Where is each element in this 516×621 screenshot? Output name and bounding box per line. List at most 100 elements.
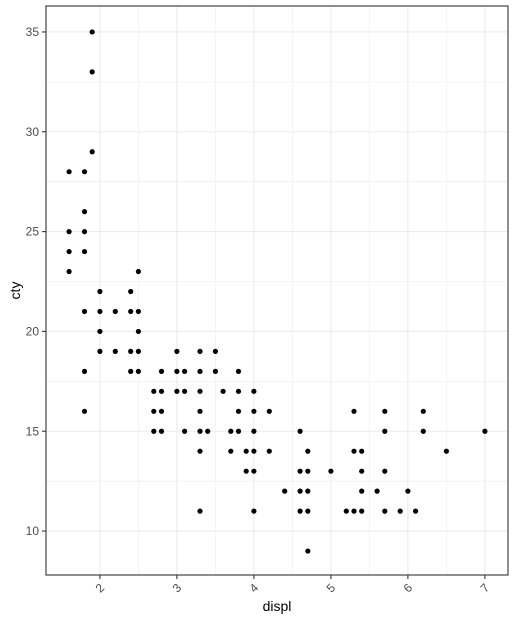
data-point xyxy=(97,348,103,354)
data-point xyxy=(251,408,257,414)
data-point xyxy=(197,408,203,414)
data-point xyxy=(135,268,141,275)
y-tick-label: 15 xyxy=(26,424,40,438)
data-point xyxy=(135,348,141,354)
data-point xyxy=(66,268,72,275)
data-point xyxy=(182,368,188,374)
data-point xyxy=(197,348,203,354)
x-axis-ticks: 2 3 4 5 6 7 xyxy=(93,575,493,595)
data-point xyxy=(97,288,103,295)
major-gridlines xyxy=(46,6,508,575)
data-point xyxy=(413,508,419,514)
data-point xyxy=(97,308,103,315)
data-point xyxy=(112,348,118,354)
data-point xyxy=(81,169,88,175)
data-point xyxy=(251,388,257,394)
data-point xyxy=(112,308,118,315)
minor-gridlines xyxy=(46,6,508,575)
x-axis-title: displ xyxy=(263,598,292,614)
data-point xyxy=(382,508,388,514)
data-point xyxy=(182,388,188,394)
data-point xyxy=(305,468,311,474)
data-point xyxy=(382,468,388,474)
data-point xyxy=(251,428,257,434)
data-point xyxy=(297,468,303,474)
data-point xyxy=(282,488,288,494)
data-point xyxy=(343,508,349,514)
y-tick-label: 20 xyxy=(26,324,40,338)
data-point xyxy=(89,149,95,155)
data-point xyxy=(97,328,103,335)
data-point xyxy=(235,368,242,374)
data-point xyxy=(235,408,242,414)
data-point xyxy=(128,288,134,295)
data-point xyxy=(382,428,388,434)
data-point xyxy=(220,388,226,394)
data-point xyxy=(89,29,95,35)
data-point xyxy=(66,229,72,235)
data-point xyxy=(266,448,272,454)
y-tick-label: 35 xyxy=(26,25,40,39)
data-point xyxy=(305,508,311,514)
data-point xyxy=(89,69,95,75)
data-point xyxy=(81,408,88,414)
data-point xyxy=(351,408,357,414)
data-point xyxy=(128,308,134,315)
data-point xyxy=(151,408,157,414)
data-point xyxy=(135,308,141,315)
x-tick-label: 5 xyxy=(324,580,339,595)
data-point xyxy=(359,468,365,474)
data-point xyxy=(297,508,303,514)
data-point xyxy=(397,508,403,514)
y-axis-title: cty xyxy=(7,282,23,300)
x-tick-label: 2 xyxy=(93,580,108,595)
data-point xyxy=(151,428,157,434)
data-point xyxy=(197,508,203,514)
data-point xyxy=(212,348,218,354)
data-point xyxy=(81,248,88,255)
y-axis-ticks: 10 15 20 25 30 35 xyxy=(26,25,46,538)
data-point xyxy=(128,348,134,354)
data-point xyxy=(420,428,426,434)
data-point xyxy=(243,468,249,474)
data-point xyxy=(81,229,88,235)
data-point xyxy=(305,488,311,494)
y-tick-label: 25 xyxy=(26,225,40,239)
data-point xyxy=(374,488,380,494)
x-tick-label: 7 xyxy=(478,580,493,595)
data-point xyxy=(158,388,165,394)
data-point xyxy=(174,348,180,354)
data-point xyxy=(212,368,218,374)
data-point xyxy=(420,408,426,414)
data-point xyxy=(81,368,88,374)
data-point xyxy=(197,368,203,374)
panel-border xyxy=(45,5,509,576)
x-tick-label: 4 xyxy=(247,580,262,595)
data-point xyxy=(382,408,388,414)
data-point xyxy=(251,508,257,514)
data-point xyxy=(228,448,234,454)
data-point xyxy=(197,388,203,394)
data-point xyxy=(174,388,180,394)
data-point xyxy=(405,488,411,494)
data-points xyxy=(66,29,488,554)
data-point xyxy=(228,428,234,434)
data-point xyxy=(66,248,72,255)
data-point xyxy=(135,368,141,374)
data-point xyxy=(243,448,249,454)
data-point xyxy=(135,328,141,335)
data-point xyxy=(174,368,180,374)
data-point xyxy=(197,428,203,434)
y-tick-label: 10 xyxy=(26,524,40,538)
data-point xyxy=(251,468,257,474)
data-point xyxy=(305,548,311,554)
y-tick-label: 30 xyxy=(26,125,40,139)
data-point xyxy=(359,448,365,454)
data-point xyxy=(359,488,365,494)
data-point xyxy=(158,368,165,374)
data-point xyxy=(351,448,357,454)
data-point xyxy=(151,388,157,394)
data-point xyxy=(81,308,88,315)
data-point xyxy=(182,428,188,434)
